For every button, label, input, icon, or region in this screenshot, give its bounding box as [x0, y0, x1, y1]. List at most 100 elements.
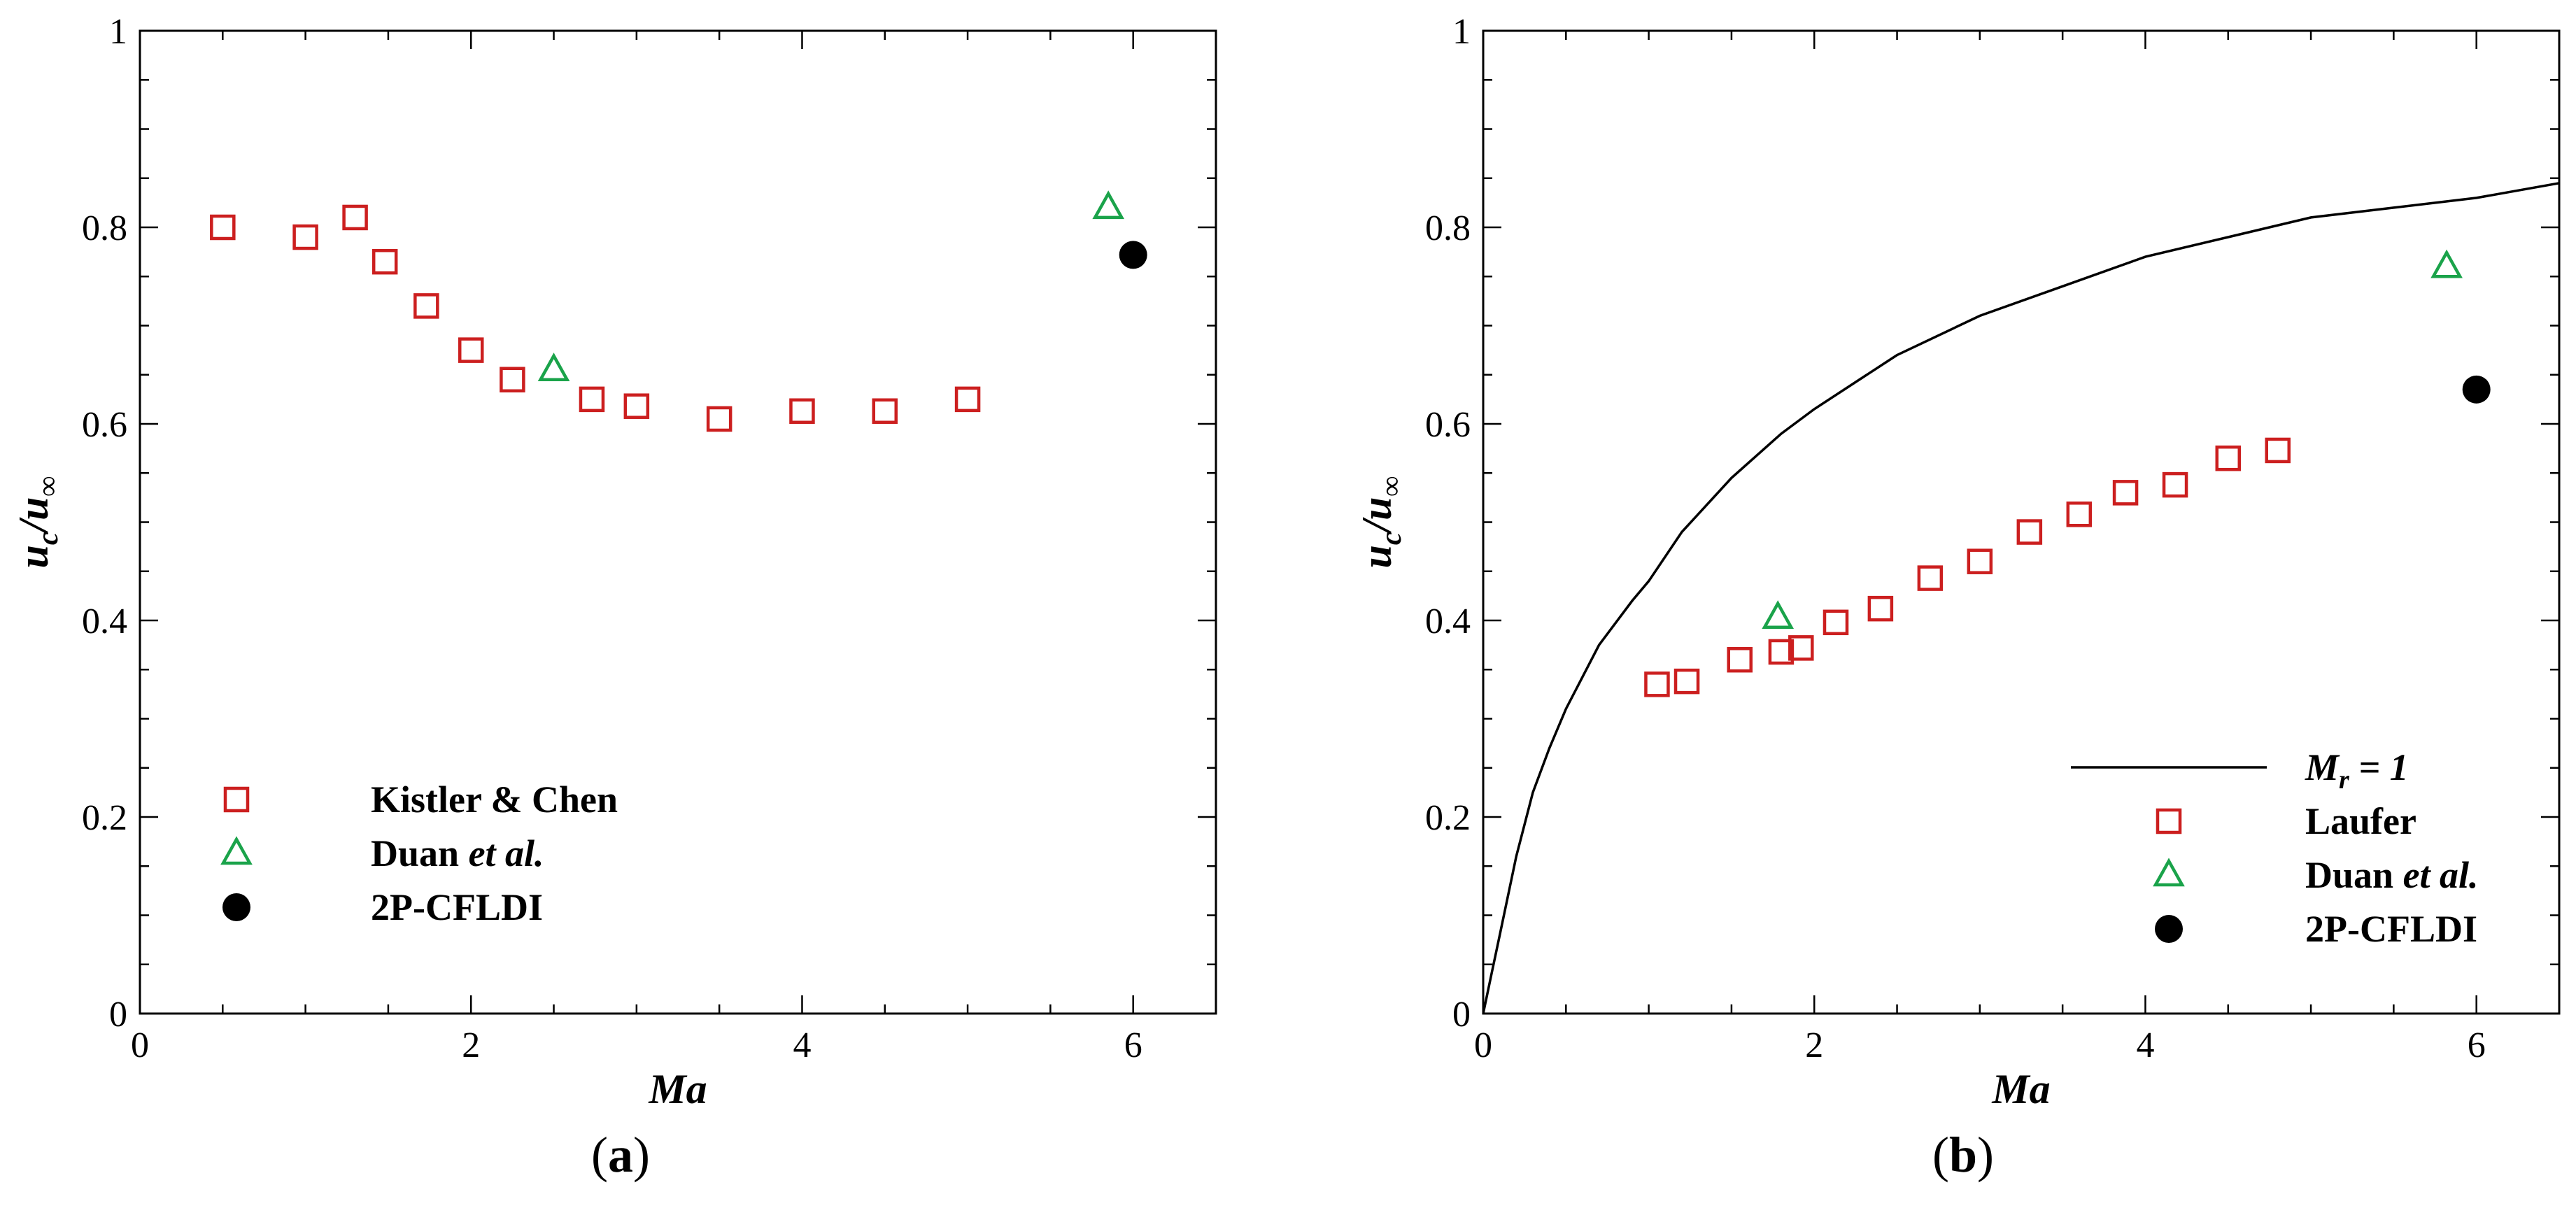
- legend-label: Laufer: [2305, 800, 2416, 842]
- data-point: [1673, 668, 1700, 695]
- caption-a-letter: a: [607, 1127, 633, 1183]
- legend: Kistler & Chen Duan et al. 2P-CFLDI: [220, 779, 618, 928]
- y-label-sub-inf: ∞: [1375, 476, 1408, 497]
- data-point: [292, 224, 318, 250]
- data-point: [579, 386, 605, 413]
- series-2: [1119, 241, 1147, 269]
- series-2: [1762, 249, 2463, 630]
- data-point: [371, 248, 398, 275]
- series-line: [1482, 182, 2560, 1014]
- y-tick-label: 0: [1452, 995, 1471, 1035]
- x-axis-label: Ma: [648, 1066, 707, 1112]
- legend-marker: [2155, 915, 2183, 943]
- chart-panel-b: 0 2 4 6 0 0.2 0.4 0.6 0.8 1 Ma uc/u∞ Mr = 1 Laufer Dua…: [1354, 12, 2561, 1112]
- legend-label-text: Kistler & Chen: [371, 779, 618, 820]
- data-point: [872, 398, 898, 424]
- legend-label-sub: r: [2339, 765, 2350, 795]
- data-point: [2265, 437, 2291, 464]
- chart-panel-a: 0 2 4 6 0 0.2 0.4 0.6 0.8 1 Ma uc/u∞ Kistler & Chen D…: [10, 12, 1217, 1112]
- x-axis-label: Ma: [1991, 1066, 2050, 1112]
- data-point: [2430, 249, 2463, 278]
- data-point: [1644, 671, 1670, 697]
- x-tick-label: 0: [1474, 1025, 1492, 1065]
- caption-a: (a): [591, 1127, 650, 1183]
- data-point: [1788, 635, 1814, 661]
- data-point: [458, 337, 484, 363]
- legend-label: 2P-CFLDI: [2305, 908, 2477, 950]
- data-point: [1762, 600, 1795, 630]
- y-tick-label: 0.6: [1425, 405, 1471, 445]
- y-label-u: u: [10, 545, 57, 568]
- y-tick-label: 0: [109, 995, 127, 1035]
- legend: Mr = 1 Laufer Duan et al. 2P-CFLDI: [2071, 746, 2479, 950]
- y-axis-label: uc/u∞: [1354, 476, 1408, 568]
- series-0: [1482, 182, 2560, 1014]
- data-point: [1727, 646, 1753, 673]
- series-1: [1644, 437, 2291, 697]
- data-point: [1119, 241, 1147, 269]
- y-tick-label: 0.2: [82, 798, 127, 838]
- legend-label-text: Duan: [2305, 854, 2403, 896]
- legend-label: Duan et al.: [371, 832, 544, 874]
- data-point: [1823, 609, 1849, 636]
- x-tick-label: 2: [462, 1025, 480, 1065]
- data-point: [2066, 502, 2093, 527]
- x-tick-label: 4: [793, 1025, 811, 1065]
- y-tick-label: 0.4: [82, 602, 127, 641]
- data-point: [2016, 519, 2043, 545]
- legend-marker: [220, 836, 253, 865]
- data-point: [1768, 639, 1795, 665]
- data-point: [1092, 190, 1125, 220]
- data-point: [2215, 445, 2242, 471]
- legend-label-M: M: [2305, 746, 2340, 788]
- legend-label-text: Laufer: [2305, 800, 2416, 842]
- legend-label-text: Duan: [371, 832, 469, 874]
- series-0: [210, 204, 981, 432]
- y-label-sub-inf: ∞: [32, 476, 64, 497]
- series-3: [2462, 375, 2491, 404]
- data-point: [1967, 548, 1993, 574]
- caption-b-letter: b: [1948, 1127, 1978, 1183]
- x-tick-label: 4: [2136, 1025, 2154, 1065]
- caption-b: (b): [1932, 1127, 1995, 1183]
- y-tick-label: 0.6: [82, 405, 127, 445]
- y-label-u2: u: [10, 497, 57, 520]
- y-tick-label: 1: [1452, 12, 1471, 52]
- x-tick-label: 2: [1805, 1025, 1823, 1065]
- data-point: [1867, 595, 1894, 622]
- y-tick-label: 0.8: [1425, 208, 1471, 248]
- data-point: [2112, 480, 2139, 506]
- data-point: [954, 386, 981, 413]
- legend-label: Duan et al.: [2305, 854, 2479, 896]
- data-point: [623, 393, 650, 419]
- y-tick-label: 0.8: [82, 208, 127, 248]
- legend-label-text: 2P-CFLDI: [2305, 908, 2477, 950]
- x-tick-label: 0: [131, 1025, 149, 1065]
- data-point: [500, 367, 525, 393]
- y-label-u: u: [1354, 545, 1400, 568]
- y-label-sub-c: c: [1375, 532, 1408, 545]
- data-point: [210, 214, 236, 241]
- legend-marker: [222, 893, 250, 921]
- legend-label: Mr = 1: [2305, 746, 2409, 795]
- legend-marker: [2156, 808, 2182, 834]
- legend-label: Kistler & Chen: [371, 779, 618, 820]
- x-tick-label: 6: [1124, 1025, 1142, 1065]
- legend-label-text: 2P-CFLDI: [371, 886, 543, 928]
- data-point: [706, 406, 733, 432]
- data-point: [1917, 565, 1944, 591]
- y-axis-label: uc/u∞: [10, 476, 64, 568]
- legend-label-italic: et al.: [2403, 854, 2479, 896]
- y-tick-label: 1: [109, 12, 127, 52]
- y-label-sub-c: c: [32, 532, 64, 545]
- legend-label-italic: et al.: [469, 832, 544, 874]
- data-point: [413, 293, 439, 319]
- y-tick-label: 0.4: [1425, 602, 1471, 641]
- y-tick-label: 0.2: [1425, 798, 1471, 838]
- legend-marker: [2153, 858, 2185, 887]
- legend-label: 2P-CFLDI: [371, 886, 543, 928]
- data-point: [2162, 471, 2188, 498]
- data-point: [789, 398, 815, 424]
- x-tick-label: 6: [2468, 1025, 2486, 1065]
